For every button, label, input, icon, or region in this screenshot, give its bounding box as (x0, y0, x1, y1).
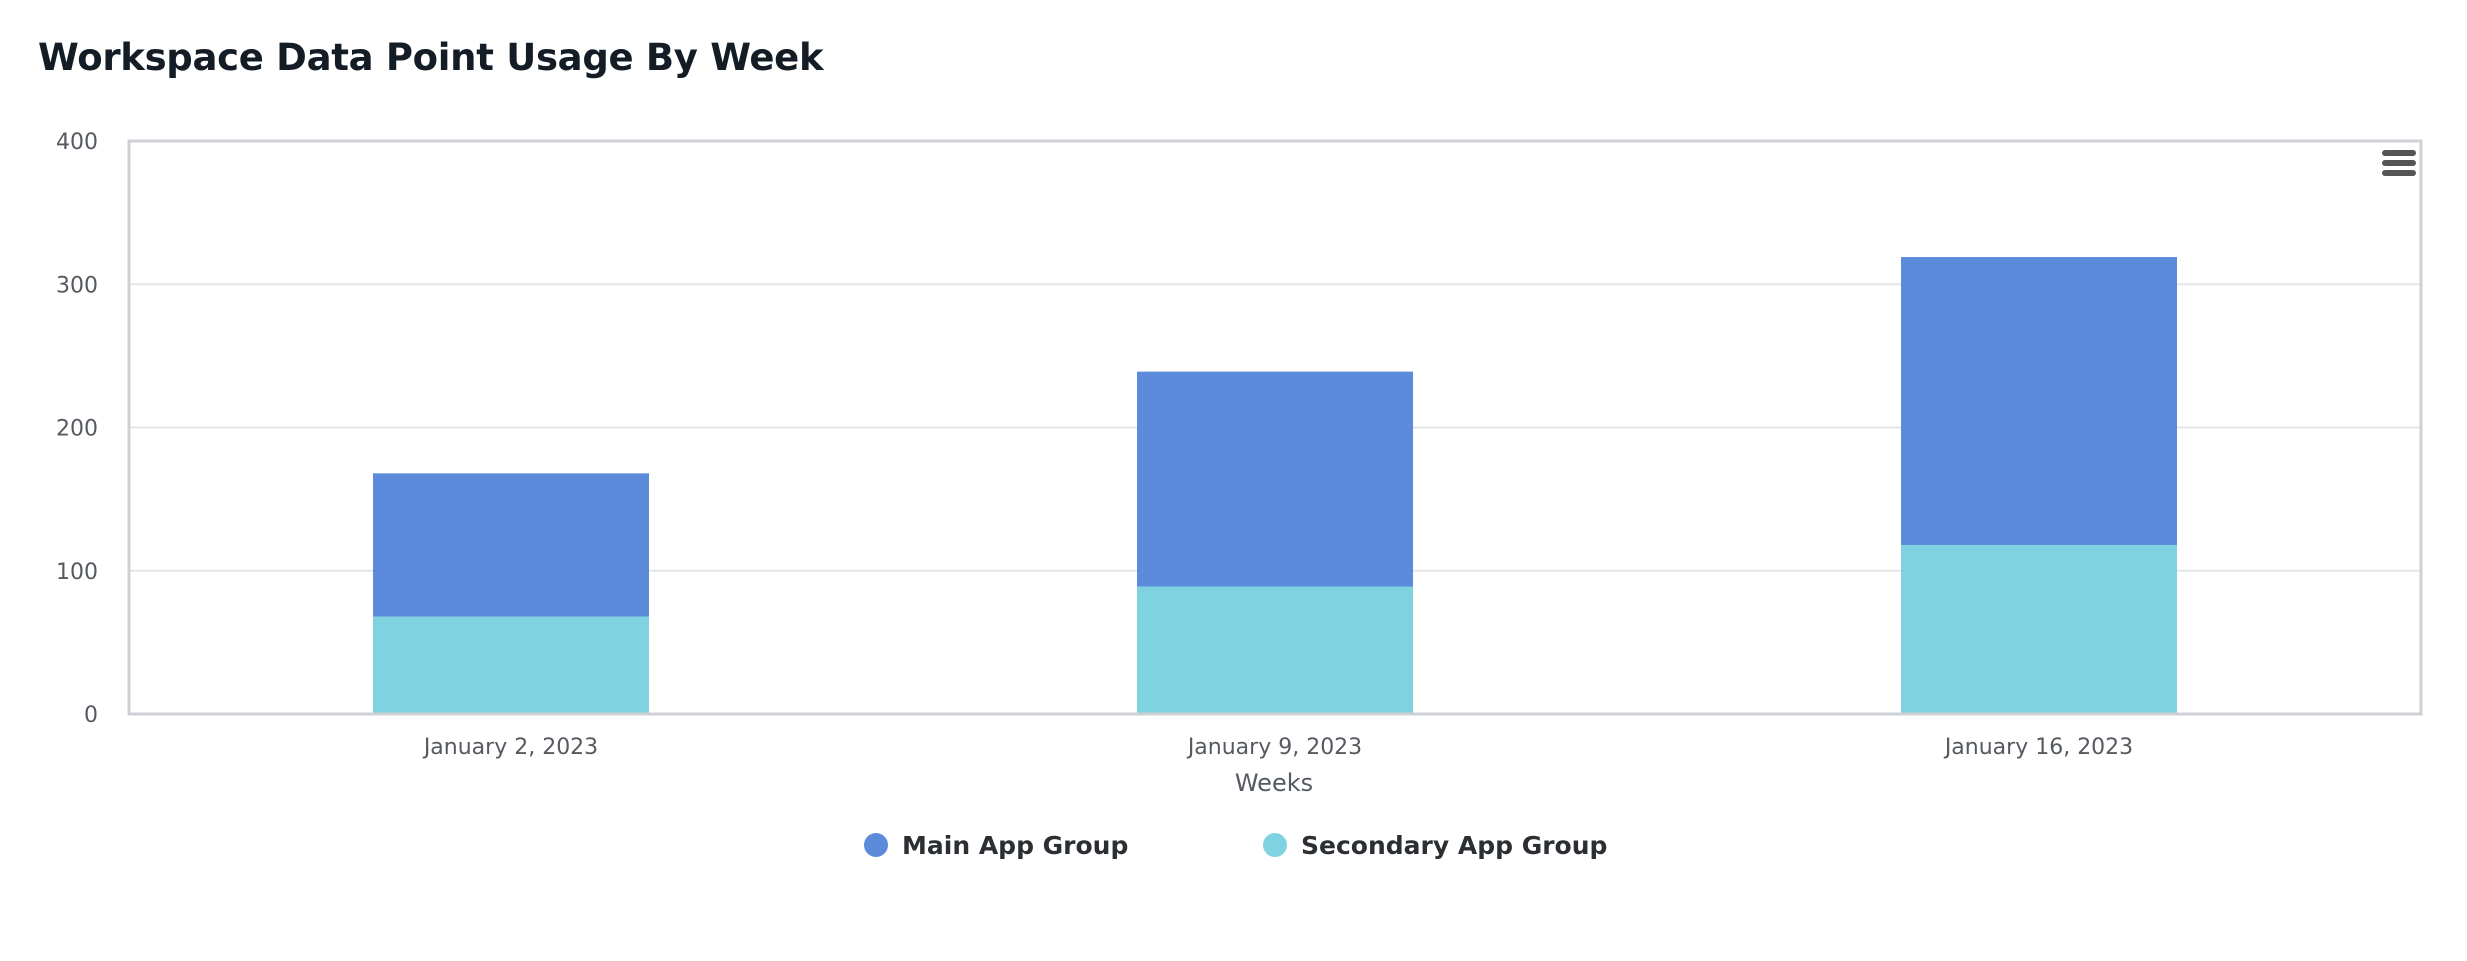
x-axis-ticks: January 2, 2023 January 9, 2023 January 16… (422, 735, 2133, 760)
x-axis-title: Weeks (1235, 769, 1313, 797)
legend-swatch (864, 833, 888, 857)
menu-bar-bottom (2382, 170, 2416, 176)
y-tick-label: 0 (84, 703, 98, 728)
y-tick-label: 300 (56, 273, 98, 298)
menu-bar-top (2382, 150, 2416, 156)
chart-title: Workspace Data Point Usage By Week (38, 36, 824, 79)
bar-secondary-app-group-1[interactable] (373, 616, 649, 714)
bars (373, 257, 2177, 714)
hamburger-menu-icon[interactable] (2374, 146, 2424, 182)
legend: Main App Group Secondary App Group (864, 831, 1607, 860)
legend-item-secondary-app-group[interactable]: Secondary App Group (1263, 831, 1607, 860)
plot-border (127, 139, 2423, 716)
bar-main-app-group-2[interactable] (1137, 371, 1413, 587)
bar-secondary-app-group-3[interactable] (1901, 544, 2177, 714)
legend-label: Secondary App Group (1301, 831, 1607, 860)
legend-label: Main App Group (902, 831, 1128, 860)
y-tick-label: 100 (56, 560, 98, 585)
plot-frame (127, 139, 2423, 716)
legend-swatch (1263, 833, 1287, 857)
bar-main-app-group-1[interactable] (373, 473, 649, 617)
menu-bar-middle (2382, 160, 2416, 166)
y-axis-ticks: 0 100 200 300 400 (56, 130, 98, 728)
legend-item-main-app-group[interactable]: Main App Group (864, 831, 1128, 860)
bar-main-app-group-3[interactable] (1901, 257, 2177, 545)
bar-secondary-app-group-2[interactable] (1137, 586, 1413, 714)
x-tick-label: January 9, 2023 (1186, 735, 1362, 760)
x-tick-label: January 2, 2023 (422, 735, 598, 760)
y-tick-label: 200 (56, 417, 98, 442)
x-tick-label: January 16, 2023 (1943, 735, 2133, 760)
y-tick-label: 400 (56, 130, 98, 155)
